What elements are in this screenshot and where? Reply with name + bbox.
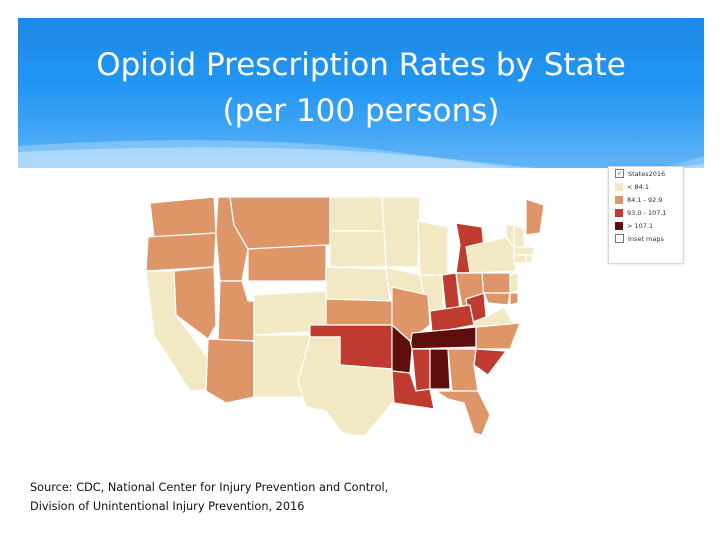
state-sc [473, 348, 508, 376]
state-mn [381, 196, 421, 268]
state-al [429, 348, 451, 390]
state-ut [217, 280, 255, 342]
state-ct [513, 254, 527, 264]
legend-label: > 107.1 [627, 221, 654, 230]
state-ma [513, 246, 535, 256]
state-or [145, 232, 217, 272]
state-az [205, 338, 255, 404]
legend-inset-toggle[interactable]: Inset maps [609, 232, 683, 245]
legend-swatch [615, 195, 623, 204]
state-de [509, 292, 519, 306]
map-legend: ✓ States2016 < 84.1 84.1 - 92.9 93.0 - 1… [608, 166, 684, 264]
legend-swatch [615, 208, 623, 217]
legend-label: < 84.1 [627, 182, 649, 191]
state-mt [229, 196, 331, 250]
state-fl [434, 390, 491, 435]
legend-inset-label: Inset maps [628, 234, 664, 243]
legend-bin-2: 93.0 - 107.1 [609, 206, 683, 219]
state-me [525, 198, 545, 236]
state-ne [325, 266, 391, 302]
state-ri [525, 254, 533, 264]
state-nc [475, 322, 521, 350]
title-line-2: (per 100 persons) [222, 93, 500, 129]
title-banner: Opioid Prescription Rates by State (per … [18, 18, 704, 168]
legend-header: States2016 [628, 169, 666, 178]
state-ar [391, 323, 413, 374]
state-nd [329, 196, 385, 232]
title-line-1: Opioid Prescription Rates by State [96, 47, 626, 83]
legend-label: 84.1 - 92.9 [627, 195, 663, 204]
state-md [483, 292, 511, 306]
state-ks [325, 298, 393, 326]
source-line-1: Source: CDC, National Center for Injury … [30, 481, 389, 494]
state-wi [417, 220, 449, 276]
us-choropleth-map [145, 196, 545, 435]
state-ga [447, 348, 479, 392]
legend-bin-1: 84.1 - 92.9 [609, 193, 683, 206]
state-nj [509, 272, 519, 294]
legend-bin-3: > 107.1 [609, 219, 683, 232]
checkbox-checked-icon[interactable]: ✓ [615, 169, 624, 178]
slide-title: Opioid Prescription Rates by State (per … [18, 42, 704, 134]
state-sd [329, 230, 387, 268]
checkbox-unchecked-icon[interactable] [615, 234, 624, 243]
source-note: Source: CDC, National Center for Injury … [30, 478, 388, 516]
state-nv [173, 266, 217, 340]
state-ms [411, 348, 431, 392]
state-wy [247, 244, 327, 282]
legend-layer-toggle[interactable]: ✓ States2016 [609, 167, 683, 180]
state-tx [297, 336, 395, 435]
state-la [391, 370, 435, 410]
source-line-2: Division of Unintentional Injury Prevent… [30, 500, 305, 513]
legend-swatch [615, 221, 623, 230]
banner-wave-decoration [18, 140, 704, 168]
legend-label: 93.0 - 107.1 [627, 208, 667, 217]
legend-swatch [615, 182, 623, 191]
legend-bin-0: < 84.1 [609, 180, 683, 193]
state-nh [513, 224, 525, 248]
state-wa [149, 196, 217, 238]
state-ky [429, 304, 475, 334]
